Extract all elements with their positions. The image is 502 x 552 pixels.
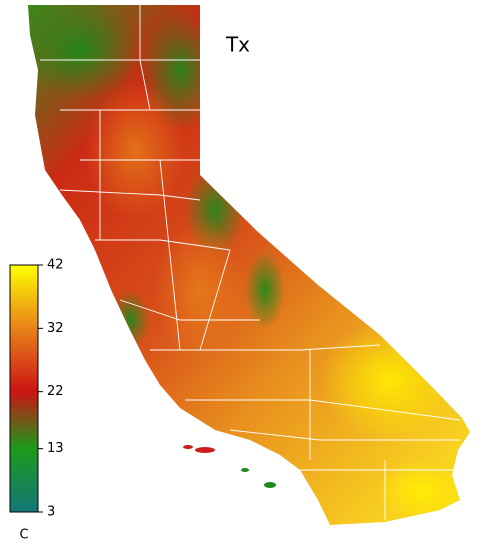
- colorbar-label: C: [19, 528, 28, 543]
- colorbar-scale: [9, 264, 39, 513]
- tick-label: 3: [47, 505, 55, 520]
- county-lines: [40, 5, 461, 520]
- tick-label: 22: [47, 384, 64, 399]
- tick-label: 13: [47, 441, 64, 456]
- tick-label: 42: [47, 258, 64, 273]
- map-title: Tx: [225, 33, 250, 57]
- colorbar: C 3 13 22 32 42: [9, 258, 64, 543]
- tick-label: 32: [47, 321, 64, 336]
- islands: [183, 445, 276, 488]
